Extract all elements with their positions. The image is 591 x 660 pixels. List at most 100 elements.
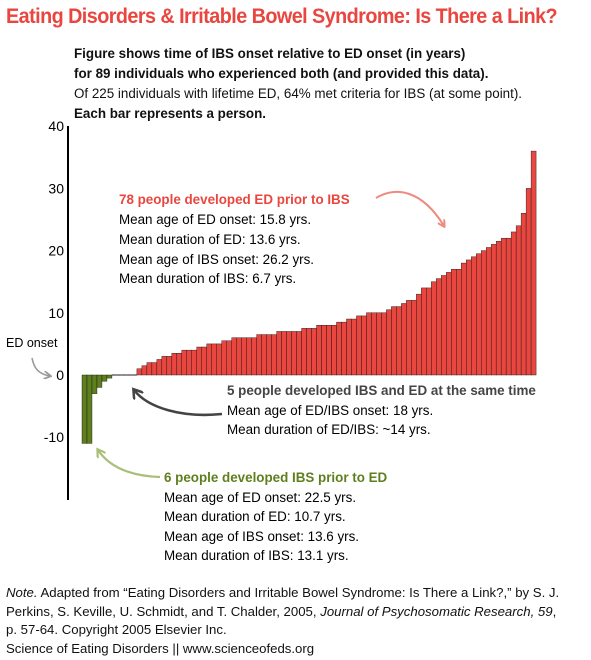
note-line-1: Note. Adapted from “Eating Disorders and…: [6, 584, 559, 603]
bar-ed-first: [495, 241, 502, 376]
bar-ed-first: [411, 300, 417, 376]
bar-ed-first: [396, 306, 402, 376]
bar-ed-first: [416, 293, 422, 376]
subtitle-line-4: Each bar represents a person.: [74, 106, 267, 121]
y-tick-label: 30: [48, 180, 64, 196]
bar-ed-first: [256, 334, 262, 376]
bar-ed-first: [236, 337, 242, 376]
y-ticks-group: 40 30 20 10 0 -10: [44, 118, 64, 445]
bar-ed-first: [241, 337, 247, 376]
bar-ed-first: [146, 362, 153, 376]
bar-ed-first: [171, 353, 178, 376]
bar-ed-first: [301, 328, 307, 376]
bar-ed-first: [306, 328, 312, 376]
bar-ed-first: [446, 272, 452, 376]
bar-ed-first: [276, 331, 282, 376]
ibs-first-annotation: 6 people developed IBS prior to ED Mean …: [164, 470, 388, 563]
bar-ed-first: [361, 315, 367, 376]
bar-ed-first: [216, 343, 222, 376]
subtitle-line-2: for 89 individuals who experienced both …: [74, 66, 489, 81]
zero-label-arrow: [31, 357, 50, 376]
ed-first-stat-3: Mean age of IBS onset: 26.2 yrs.: [119, 252, 314, 267]
bar-ed-first: [206, 343, 212, 376]
bar-ed-first: [431, 281, 437, 376]
bar-ed-first: [261, 334, 267, 376]
ed-first-annotation: 78 people developed ED prior to IBS Mean…: [119, 192, 350, 286]
bars-group: [81, 150, 537, 444]
y-tick-label: -10: [44, 429, 64, 445]
bar-ed-first: [520, 213, 527, 376]
ibs-first-stat-4: Mean duration of IBS: 13.1 yrs.: [164, 548, 349, 563]
bar-ed-first: [186, 349, 192, 376]
bar-ed-first: [366, 312, 372, 376]
note-line-2: Perkins, S. Keville, U. Schmidt, and T. …: [6, 603, 559, 622]
note-journal: Journal of Psychosomatic Research, 59: [320, 603, 553, 619]
bar-ed-first: [266, 334, 272, 376]
bar-ibs-first: [96, 374, 103, 388]
bar-ed-first: [356, 315, 362, 376]
bar-ed-first: [461, 262, 467, 376]
bar-ed-first: [226, 340, 232, 376]
bar-ed-first: [341, 321, 347, 376]
bar-ed-first: [476, 253, 482, 376]
bar-ed-first: [166, 356, 173, 376]
bar-ed-first: [530, 150, 537, 376]
bar-ed-first: [500, 237, 507, 376]
bar-ed-first: [381, 312, 387, 376]
bar-ed-first: [525, 188, 532, 376]
bar-ed-first: [296, 331, 302, 376]
bar-ed-first: [311, 328, 317, 376]
bar-ibs-first: [106, 374, 113, 379]
bar-ed-first: [251, 337, 257, 376]
bar-ed-first: [406, 300, 412, 376]
bar-ed-first: [246, 337, 252, 376]
bar-ed-first: [351, 318, 357, 376]
bar-ed-first: [451, 269, 457, 376]
bar-ed-first: [510, 231, 517, 376]
bar-ed-first: [316, 325, 322, 376]
bar-ed-first: [485, 247, 492, 376]
bar-ed-first: [221, 340, 227, 376]
bar-ed-first: [441, 275, 447, 376]
page-title: Eating Disorders & Irritable Bowel Syndr…: [6, 4, 558, 28]
same-time-arrow: [134, 390, 223, 417]
bar-ed-first: [471, 256, 477, 376]
bar-ed-first: [481, 250, 487, 376]
bar-ed-first: [391, 306, 397, 376]
bar-ed-first: [376, 312, 382, 376]
bar-ed-first: [346, 318, 352, 376]
note-line-2-pre: Perkins, S. Keville, U. Schmidt, and T. …: [6, 603, 321, 619]
same-time-stat-1: Mean age of ED/IBS onset: 18 yrs.: [227, 403, 433, 418]
note-label: Note.: [6, 585, 38, 600]
ibs-first-stat-2: Mean duration of ED: 10.7 yrs.: [164, 509, 346, 524]
bar-ed-first: [271, 334, 277, 376]
bar-ed-first: [176, 353, 182, 376]
bar-ed-first: [141, 365, 148, 376]
bar-ed-first: [466, 259, 472, 376]
zero-line-label: ED onset: [6, 336, 58, 350]
bar-ed-first: [151, 362, 158, 376]
ed-first-stat-4: Mean duration of IBS: 6.7 yrs.: [119, 271, 296, 286]
note-line-2-post: ,: [552, 603, 557, 619]
same-time-stat-2: Mean duration of ED/IBS: ~14 yrs.: [227, 422, 431, 437]
ibs-first-stat-3: Mean age of IBS onset: 13.6 yrs.: [164, 529, 359, 544]
bar-ibs-first: [86, 374, 93, 444]
citation-note: Note. Adapted from “Eating Disorders and…: [6, 584, 559, 658]
bar-ed-first: [286, 331, 292, 376]
bar-ed-first: [401, 303, 407, 376]
ed-first-stat-2: Mean duration of ED: 13.6 yrs.: [119, 232, 301, 247]
bar-ed-first: [421, 287, 427, 376]
note-line-1-text: Adapted from “Eating Disorders and Irrit…: [37, 585, 560, 600]
bar-ed-first: [326, 325, 332, 376]
same-time-annotation: 5 people developed IBS and ED at the sam…: [227, 383, 536, 437]
bar-ed-first: [201, 346, 207, 376]
bar-ibs-first: [81, 374, 88, 444]
y-tick-label: 40: [48, 118, 64, 134]
bar-ibs-first: [91, 374, 98, 394]
ed-first-stat-1: Mean age of ED onset: 15.8 yrs.: [119, 212, 311, 227]
subtitle-line-3: Of 225 individuals with lifetime ED, 64%…: [74, 86, 523, 101]
bar-ibs-first: [101, 374, 108, 382]
bar-ed-first: [456, 269, 462, 376]
subtitle-line-1: Figure shows time of IBS onset relative …: [74, 46, 466, 61]
